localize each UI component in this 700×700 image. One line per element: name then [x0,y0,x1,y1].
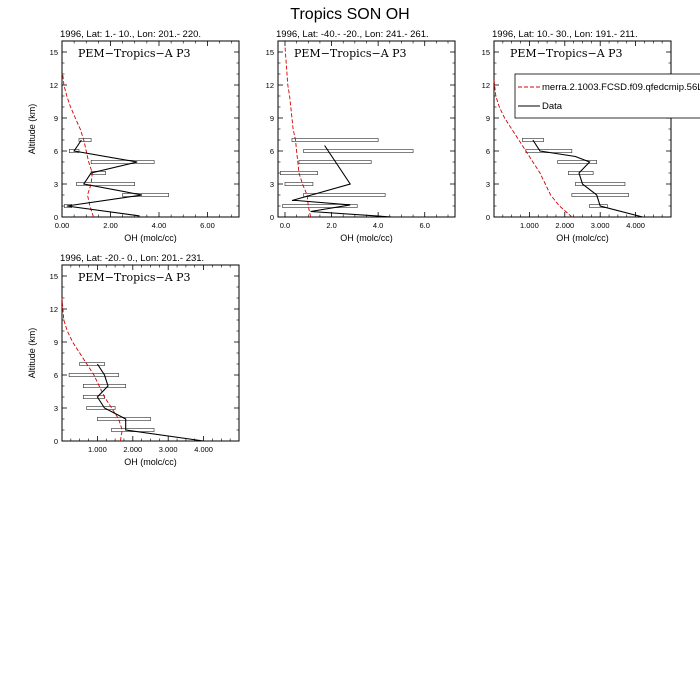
panel-title: 1996, Lat: -40.- -20., Lon: 241.- 261. [276,29,429,40]
x-tick-label: 2.000 [555,221,574,230]
error-bar [571,193,629,197]
y-tick-label: 15 [482,48,490,57]
y-tick-label: 6 [486,147,490,156]
y-tick-label: 15 [50,48,58,57]
x-tick-label: 3.000 [159,445,178,454]
x-tick-label: 4.00 [152,221,167,230]
error-bar [589,204,608,208]
panel-label: PEM−Tropics−A P3 [78,47,191,60]
y-tick-label: 6 [54,147,58,156]
y-tick-label: 6 [54,371,58,380]
model-profile-line [284,46,312,218]
error-bar [97,417,151,421]
legend: merra.2.1003.FCSD.f09.qfedcmip.56L Data [514,73,700,119]
y-tick-label: 3 [486,180,490,189]
y-tick-label: 9 [270,114,274,123]
x-tick-label: 3.000 [591,221,610,230]
y-tick-label: 12 [482,81,490,90]
legend-data-label: Data [542,101,563,112]
y-tick-label: 6 [270,147,274,156]
y-tick-label: 0 [54,213,58,222]
legend-frame [514,73,700,119]
error-bar [111,428,155,432]
x-tick-label: 4.000 [626,221,645,230]
data-profile-line [532,139,643,218]
error-bar [291,138,379,142]
error-bar [282,204,358,208]
error-bar [82,384,126,388]
legend-model-label: merra.2.1003.FCSD.f09.qfedcmip.56L [542,82,700,93]
panel-title: 1996, Lat: -20.- 0., Lon: 201.- 231. [60,253,204,264]
x-tick-label: 6.00 [200,221,215,230]
x-axis-title: OH (molc/cc) [124,233,177,243]
y-tick-label: 3 [54,404,58,413]
x-axis-title: OH (molc/cc) [556,233,609,243]
x-axis-title: OH (molc/cc) [124,457,177,467]
error-bar [78,138,92,142]
x-tick-label: 1.000 [520,221,539,230]
data-profile-line [96,363,204,442]
error-bar [122,193,169,197]
panel-label: PEM−Tropics−A P3 [78,271,191,284]
error-bar [79,362,105,366]
error-bar [86,406,116,410]
error-bar [303,149,414,153]
x-tick-label: 4.0 [373,221,383,230]
y-tick-label: 12 [50,81,58,90]
panel-title: 1996, Lat: 1.- 10., Lon: 201.- 220. [60,29,201,40]
y-tick-label: 0 [270,213,274,222]
y-tick-label: 12 [266,81,274,90]
model-profile-line [61,297,123,442]
x-tick-label: 1.000 [88,445,107,454]
plot-frame [61,264,240,442]
y-tick-label: 9 [486,114,490,123]
panel-2: 1996, Lat: -40.- -20., Lon: 241.- 261. PE… [266,29,456,243]
x-tick-label: 2.00 [103,221,118,230]
x-axis-title: OH (molc/cc) [340,233,393,243]
y-tick-label: 0 [486,213,490,222]
x-tick-label: 0.0 [280,221,290,230]
error-bar [557,160,597,164]
panel-4: 1996, Lat: -20.- 0., Lon: 201.- 231. PEM−… [27,253,240,467]
error-bar [303,193,386,197]
error-bar [76,182,135,186]
y-axis-title: Altitude (km) [27,104,37,155]
y-tick-label: 3 [270,180,274,189]
y-tick-label: 15 [50,272,58,281]
panel-label: PEM−Tropics−A P3 [294,47,407,60]
data-profile-line [66,139,143,217]
x-tick-label: 2.000 [123,445,142,454]
panel-1: 1996, Lat: 1.- 10., Lon: 201.- 220. PEM−T… [27,29,240,243]
y-axis-title: Altitude (km) [27,328,37,379]
error-bar [82,395,105,399]
model-profile-line [62,73,94,218]
error-bar [575,182,626,186]
y-tick-label: 15 [266,48,274,57]
data-profile-line [291,145,393,218]
y-tick-label: 0 [54,437,58,446]
x-tick-label: 4.000 [194,445,213,454]
plot-frame [277,40,456,218]
x-tick-label: 0.00 [55,221,70,230]
plot-frame [493,40,672,218]
panel-title: 1996, Lat: 10.- 30., Lon: 191.- 211. [492,29,638,40]
y-tick-label: 9 [54,338,58,347]
panel-label: PEM−Tropics−A P3 [510,47,623,60]
y-tick-label: 12 [50,305,58,314]
panel-3: 1996, Lat: 10.- 30., Lon: 191.- 211. PEM−… [482,29,672,243]
y-tick-label: 3 [54,180,58,189]
error-bar [90,160,155,164]
error-bar [284,182,314,186]
y-tick-label: 9 [54,114,58,123]
x-tick-label: 6.0 [420,221,430,230]
figure-title: Tropics SON OH [290,6,409,23]
panels: 1996, Lat: 1.- 10., Lon: 201.- 220. PEM−T… [27,29,672,467]
x-tick-label: 2.0 [326,221,336,230]
model-profile-line [493,79,573,218]
